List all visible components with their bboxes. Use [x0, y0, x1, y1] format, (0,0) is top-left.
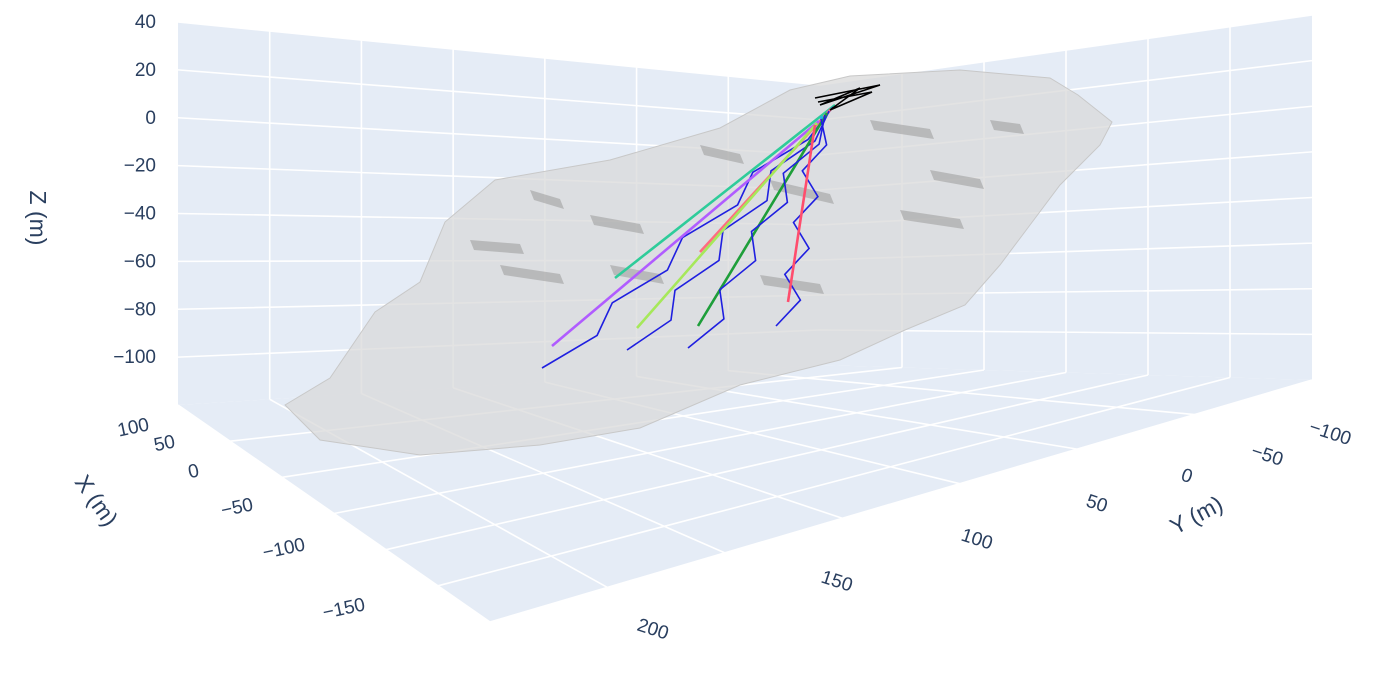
x-tick-label: 100 — [116, 414, 151, 441]
x-gridline-floor — [333, 371, 1067, 515]
borehole-trace — [614, 103, 836, 280]
surface-streak — [930, 170, 984, 189]
y-tick-label: 50 — [1083, 491, 1110, 518]
surface-streak — [500, 265, 564, 284]
borehole-trace — [687, 114, 826, 349]
z-tick-label: 0 — [145, 108, 156, 129]
borehole-trace — [786, 124, 817, 303]
x-tick-label: 0 — [186, 460, 201, 483]
surface-streak — [990, 120, 1024, 134]
y-tick-label: −100 — [1306, 417, 1353, 450]
z-axis-ticks: 40 20 0 −20 −40 −60 −80 −100 — [113, 12, 156, 368]
floor-edge — [177, 404, 491, 623]
z-tick-label: −60 — [124, 251, 156, 272]
x-axis-title: X (m) — [70, 470, 124, 531]
surface-streak — [900, 210, 964, 229]
borehole-trace — [551, 120, 820, 347]
z-tick-label: −100 — [113, 347, 156, 368]
x-gridline-floor — [437, 376, 1231, 587]
z-tick-label: −40 — [124, 204, 156, 225]
drill-collar-cluster — [814, 84, 881, 111]
y-tick-label: 0 — [1178, 465, 1195, 488]
x-tick-label: 50 — [152, 431, 177, 456]
borehole-traces — [541, 84, 881, 369]
surface-streak — [590, 215, 644, 234]
surface-streak — [870, 120, 934, 139]
ore-body-outline — [284, 69, 1113, 456]
z-axis-title: Z (m) — [25, 191, 51, 246]
x-tick-label: −50 — [219, 494, 255, 521]
borehole-trace — [775, 118, 828, 327]
z-tick-label: 20 — [135, 60, 156, 81]
y-tick-label: −50 — [1248, 441, 1285, 471]
borehole-trace — [819, 115, 824, 120]
z-tick-label: −20 — [124, 156, 156, 177]
surface-streak — [700, 145, 744, 164]
z-tick-label: 40 — [135, 12, 156, 33]
borehole-trace — [636, 122, 818, 329]
y-tick-label: 200 — [634, 615, 671, 645]
z-tick-label: −80 — [124, 299, 156, 320]
floor-edge — [489, 379, 1313, 623]
surface-streak — [470, 240, 524, 254]
x-tick-label: −150 — [321, 594, 367, 623]
y-tick-label: 150 — [818, 567, 855, 597]
x-gridline-floor — [385, 374, 1149, 551]
surface-streak — [770, 180, 834, 204]
x-tick-label: −100 — [261, 534, 307, 563]
y-axis-title: Y (m) — [1166, 490, 1227, 539]
y-tick-label: 100 — [958, 525, 995, 555]
surface-streak — [530, 190, 564, 209]
